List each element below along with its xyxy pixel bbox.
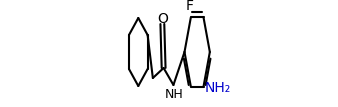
Text: NH₂: NH₂ bbox=[204, 81, 231, 95]
Text: O: O bbox=[157, 12, 168, 26]
Text: NH: NH bbox=[165, 88, 183, 101]
Text: F: F bbox=[186, 0, 194, 13]
